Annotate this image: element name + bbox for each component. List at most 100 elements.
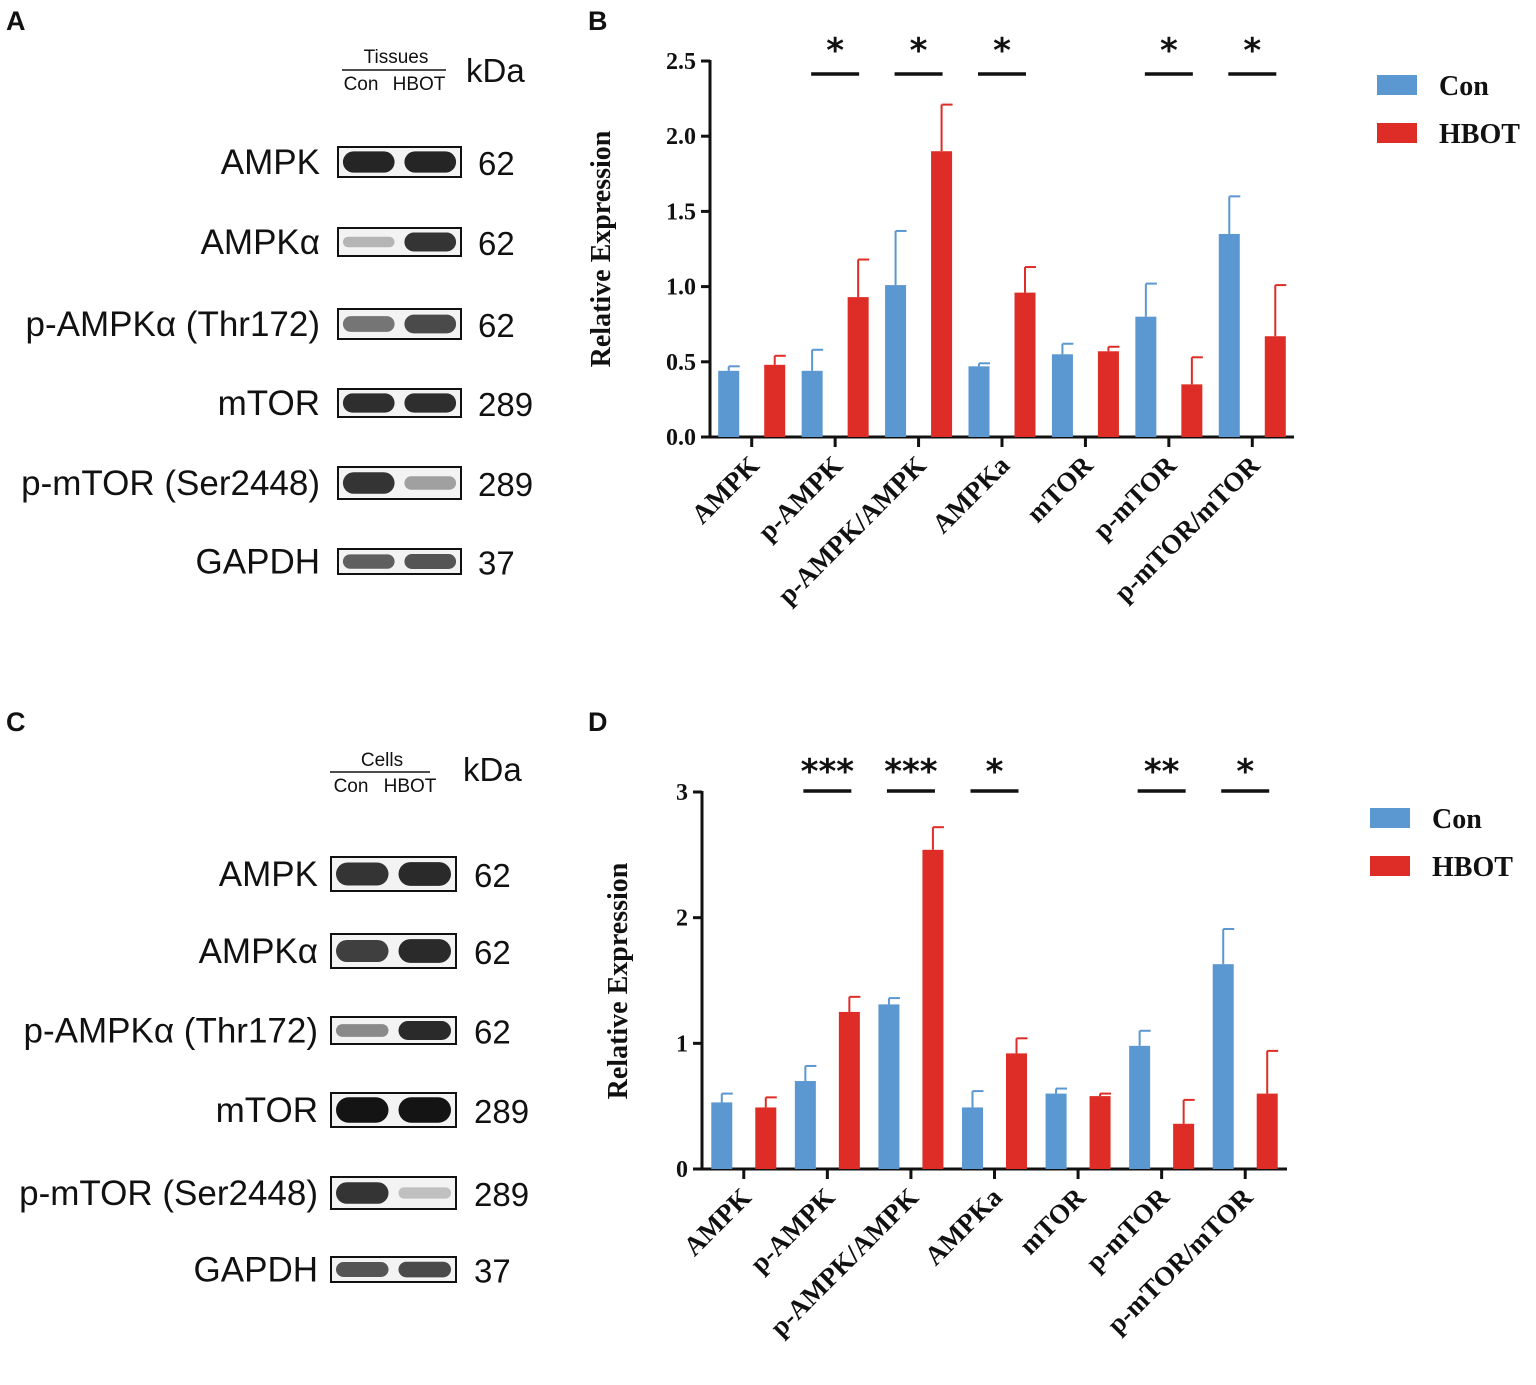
category-p-mtor-mtor: p-mTOR/mTOR * [1101,752,1279,1340]
bar-con [885,285,907,437]
blot-row-kda: 62 [478,145,515,182]
blot-group-title: Cells [361,750,403,771]
blot-row-label: mTOR [216,1091,318,1130]
significance-marker: *** [884,752,938,792]
blot-row-kda: 289 [478,386,533,423]
blot-row-p-mtor-ser2448: p-mTOR (Ser2448) 289 [19,1174,529,1213]
blot-band-con [342,472,395,494]
blot-row-label: AMPK [221,143,320,182]
significance-marker: *** [801,752,855,792]
x-tick-label: AMPKa [919,1182,1008,1271]
blot-row-p-mtor-ser2448: p-mTOR (Ser2448) 289 [21,464,533,503]
bar-hbot [1097,351,1119,437]
legend-label-hbot: HBOT [1439,119,1520,150]
blot-row-kda: 62 [478,225,515,262]
blot-lane-label-hbot: HBOT [393,74,446,95]
blot-band-hbot [404,314,457,334]
blot-row-kda: 62 [478,307,515,344]
bar-hbot [1089,1096,1111,1169]
bar-hbot [1181,384,1203,437]
bar-con [1129,1045,1151,1169]
blot-band-con [336,862,389,886]
blot-band-hbot [398,939,451,963]
y-tick-label: 0 [676,1157,688,1183]
category-p-mtor-mtor: p-mTOR/mTOR * [1108,31,1287,608]
blot-row-kda: 289 [474,1093,529,1130]
blot-row-label: AMPKα [199,932,318,971]
blot-band-con [336,939,389,963]
y-tick-label: 1.5 [666,199,696,225]
blot-band-hbot [398,1021,451,1040]
bar-hbot [1264,336,1286,437]
legend-swatch-hbot [1377,123,1417,143]
panel-letter-c: C [6,707,26,737]
blot-row-kda: 37 [478,545,515,582]
blot-lane-label-con: Con [334,776,369,797]
significance-marker: * [910,31,928,71]
significance-marker: * [826,31,844,71]
bar-con [711,1102,733,1169]
blot-band-hbot [398,862,451,886]
legend: Con HBOT [1370,804,1513,883]
bar-hbot [1173,1123,1195,1169]
blot-band-con [342,393,395,413]
bar-con [878,1004,900,1169]
blot-band-con [342,554,395,569]
y-tick-label: 0.0 [666,425,696,451]
blot-row-label: GAPDH [194,1251,318,1290]
blot-row-label: p-mTOR (Ser2448) [21,464,320,503]
y-tick-label: 2.0 [666,124,696,150]
bar-con [1051,354,1073,437]
y-tick-label: 2 [676,906,688,932]
x-tick-label: p-mTOR/mTOR [1101,1182,1259,1340]
blot-row-label: AMPK [219,855,318,894]
panel-letter-a: A [6,6,26,36]
blot-band-hbot [404,476,457,490]
bar-con [1218,233,1240,437]
significance-marker: * [993,31,1011,71]
blot-row-ampk: AMPK 62 [219,855,511,894]
blot-kda-header: kDa [466,52,525,89]
bar-con [1045,1093,1067,1169]
legend-swatch-hbot [1370,856,1410,876]
blot-row-mtor: mTOR 289 [216,1091,529,1130]
panel-letter-d: D [588,707,608,737]
blot-band-con [342,151,395,173]
bar-con [794,1081,816,1169]
blot-band-hbot [398,1261,451,1278]
category-ampk: AMPK [685,354,786,530]
x-tick-label: p-AMPK/AMPK [764,1182,924,1342]
bar-hbot [1014,292,1036,437]
significance-marker: * [1160,31,1178,71]
blot-band-con [342,316,395,332]
bar-hbot [847,297,869,437]
bar-con [1212,964,1234,1169]
x-tick-label: mTOR [1013,1182,1091,1260]
category-p-ampk: p-AMPK*** [744,752,861,1279]
blot-band-con [336,1182,389,1204]
blot-row-label: p-AMPKα (Thr172) [24,1012,318,1051]
blot-group-title: Tissues [364,47,429,68]
bar-hbot [755,1107,777,1169]
blot-band-hbot [404,151,457,173]
blot-row-label: p-mTOR (Ser2448) [19,1174,318,1213]
bar-hbot [764,364,786,437]
significance-marker: * [1243,31,1261,71]
y-tick-label: 2.5 [666,49,696,75]
blot-kda-header: kDa [463,751,522,788]
blot-row-kda: 62 [474,934,511,971]
x-tick-label: p-mTOR/mTOR [1108,450,1266,608]
x-tick-label: p-AMPK/AMPK [772,450,932,610]
blot-row-kda: 62 [474,1014,511,1051]
blot-band-con [342,236,395,248]
bar-con [962,1107,983,1169]
blot-band-hbot [404,393,457,413]
blot-row-gapdh: GAPDH 37 [194,1251,511,1290]
blot-row-label: mTOR [218,384,320,423]
bar-con [968,366,990,437]
blot-row-kda: 289 [478,466,533,503]
